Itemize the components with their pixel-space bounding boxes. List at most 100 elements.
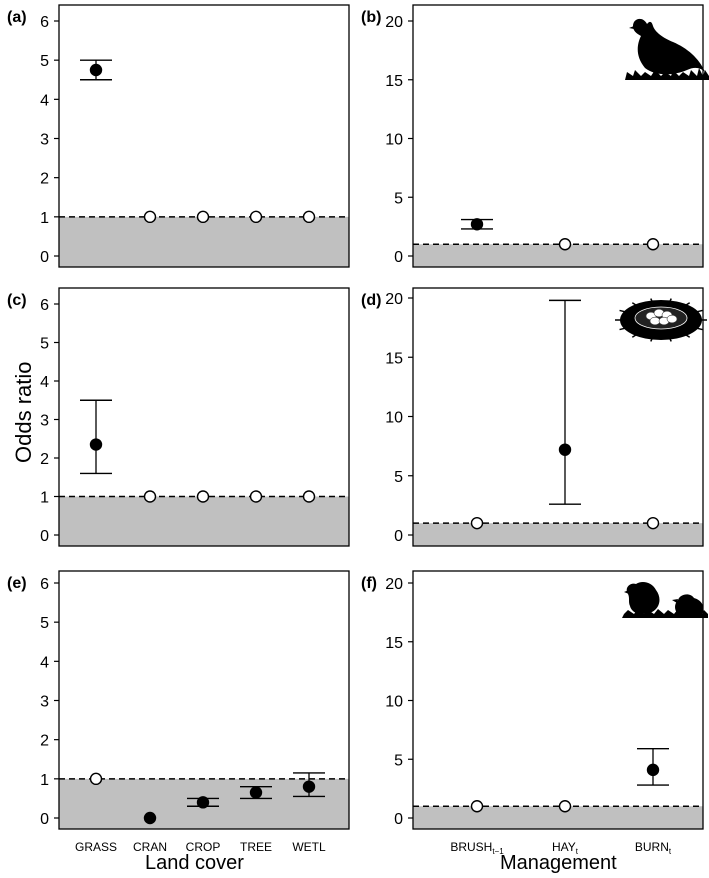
x-tick-label-crop: CROP — [186, 840, 221, 854]
x-tick-label-tree: TREE — [240, 840, 272, 854]
x-axis-label-management: Management — [500, 852, 617, 874]
y-tick-label: 0 — [40, 249, 49, 266]
y-tick-label: 3 — [40, 413, 49, 430]
point-BURN_t — [646, 238, 660, 251]
x-tick-label-wetl: WETL — [292, 840, 326, 854]
nest-twig — [666, 298, 672, 307]
panel-frame — [412, 4, 704, 268]
y-tick-label: 15 — [385, 635, 403, 652]
nest-with-eggs-icon — [615, 298, 707, 342]
point-GRASS — [89, 63, 103, 77]
nest-twig — [666, 333, 672, 342]
point-CROP — [196, 796, 210, 809]
point-WETL — [302, 210, 316, 224]
y-tick-label: 5 — [394, 752, 403, 769]
y-tick-label: 5 — [394, 469, 403, 486]
y-tick-label: 10 — [385, 410, 403, 427]
panel-frame — [58, 4, 350, 268]
panel-label: (e) — [7, 575, 27, 592]
nest-twig — [679, 302, 691, 310]
grass-tuft — [625, 68, 709, 80]
egg — [666, 314, 678, 324]
panel-label: (d) — [361, 292, 381, 309]
y-tick-label: 5 — [40, 615, 49, 632]
x-tick-label-hay: HAYt — [552, 840, 579, 856]
point-BURN_t — [646, 516, 660, 530]
panel-label: (c) — [7, 292, 27, 309]
shaded-region-below-1 — [413, 523, 703, 546]
point-TREE — [249, 490, 263, 503]
y-tick-label: 1 — [40, 772, 49, 789]
grass-tuft — [622, 608, 708, 618]
y-tick-label: 15 — [385, 73, 403, 90]
x-axis-label-land-cover: Land cover — [145, 852, 244, 874]
chick-large — [626, 582, 660, 614]
point-GRASS — [89, 438, 103, 451]
y-tick-label: 0 — [40, 528, 49, 545]
nest-twig — [631, 330, 643, 338]
panel-a: 0 1 2 3 4 5 6 (a) — [7, 4, 350, 268]
y-tick-label: 10 — [385, 694, 403, 711]
y-tick-label: 4 — [40, 92, 49, 109]
y-tick-label: 5 — [40, 53, 49, 70]
x-tick-label-brush: BRUSHt−1 — [450, 840, 504, 856]
y-tick-label: 15 — [385, 350, 403, 367]
panel-b: 0 5 10 15 20(b) — [361, 4, 704, 268]
y-tick-label: 0 — [394, 811, 403, 828]
chick-large-beak — [624, 590, 629, 594]
grouse-body — [633, 18, 705, 75]
y-tick-label: 1 — [40, 210, 49, 227]
y-tick-label: 20 — [385, 14, 403, 31]
panel-d: 0 5 10 15 20(d) — [361, 287, 704, 547]
point-CRAN — [143, 210, 157, 224]
panel-frame — [58, 287, 350, 547]
point-HAY_t — [558, 238, 572, 251]
panel-c: 0 1 2 3 4 5 6 (c) — [7, 287, 350, 547]
y-tick-label: 3 — [40, 694, 49, 711]
grouse-beak — [629, 26, 634, 29]
nest-twig — [619, 325, 635, 331]
grouse-silhouette-icon — [625, 18, 709, 80]
nest-twig — [631, 302, 643, 310]
point-CRAN — [143, 490, 157, 503]
shaded-region-below-1 — [413, 806, 703, 829]
point-HAY_t — [558, 800, 572, 813]
y-tick-label: 1 — [40, 490, 49, 507]
panel-label: (f) — [361, 575, 377, 592]
y-tick-label: 2 — [40, 171, 49, 188]
point-CROP — [196, 210, 210, 224]
panel-label: (b) — [361, 9, 381, 26]
y-tick-label: 10 — [385, 132, 403, 149]
y-tick-label: 20 — [385, 576, 403, 593]
point-TREE — [249, 210, 263, 224]
chick-small-beak — [672, 599, 678, 603]
x-tick-label-grass: GRASS — [75, 840, 117, 854]
y-tick-label: 2 — [40, 451, 49, 468]
y-tick-label: 4 — [40, 374, 49, 391]
nest-twig — [619, 309, 635, 315]
y-tick-label: 20 — [385, 291, 403, 308]
panel-frame — [412, 570, 704, 830]
y-tick-label: 0 — [394, 528, 403, 545]
point-WETL — [302, 780, 316, 793]
chicks-silhouette-icon — [622, 582, 708, 618]
point-CRAN — [143, 811, 157, 825]
y-tick-label: 2 — [40, 733, 49, 750]
shaded-region-below-1 — [59, 216, 349, 267]
x-tick-label-burn: BURNt — [635, 840, 672, 856]
y-tick-label: 5 — [394, 190, 403, 207]
nest-twig — [650, 333, 656, 342]
point-BURN_t — [646, 763, 660, 777]
point-TREE — [249, 786, 263, 799]
panel-label: (a) — [7, 9, 27, 26]
point-BRUSH_t-1 — [470, 218, 484, 231]
shaded-region-below-1 — [413, 244, 703, 267]
y-tick-label: 4 — [40, 654, 49, 671]
panel-e: 0 1 2 3 4 5 6 (e) — [7, 570, 350, 830]
panel-f: 0 5 10 15 20 (f) — [361, 570, 704, 830]
point-GRASS — [89, 772, 103, 786]
y-tick-label: 0 — [394, 249, 403, 266]
shaded-region-below-1 — [59, 496, 349, 546]
y-tick-label: 6 — [40, 297, 49, 314]
